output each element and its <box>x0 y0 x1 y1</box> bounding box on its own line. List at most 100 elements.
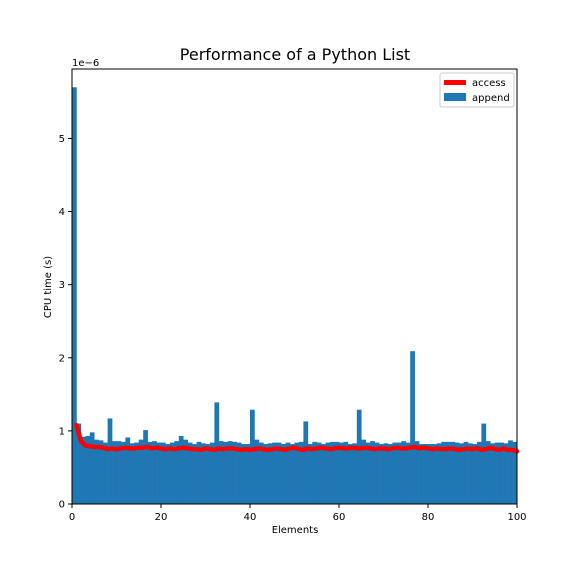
bar-append <box>303 421 309 504</box>
bar-append <box>72 87 77 504</box>
bar-append <box>361 439 366 504</box>
bar-append <box>196 441 202 504</box>
legend: access append <box>439 72 515 108</box>
bar-append <box>463 441 469 504</box>
bar-append <box>165 444 171 504</box>
bar-append <box>383 443 389 504</box>
plot-frame <box>71 68 518 505</box>
bar-append <box>267 443 273 504</box>
bar-append <box>80 436 86 504</box>
x-tick-label: 60 <box>333 512 346 523</box>
bar-append <box>258 442 264 504</box>
bar-append <box>107 418 113 504</box>
bar-append <box>339 442 344 504</box>
x-axis: 0 20 40 60 80 100 <box>69 504 527 523</box>
bar-append <box>214 402 220 504</box>
bar-append <box>134 442 140 504</box>
bar-append <box>85 436 91 504</box>
bar-append <box>298 441 304 504</box>
bar-append <box>379 444 384 504</box>
legend-append-swatch <box>444 93 466 101</box>
bar-append <box>143 430 148 504</box>
bar-append <box>481 423 487 504</box>
x-tick-label: 80 <box>422 512 435 523</box>
bar-append <box>125 437 131 504</box>
bar-append <box>152 441 157 504</box>
bar-append <box>94 439 99 504</box>
x-tick-label: 20 <box>155 512 168 523</box>
bar-append <box>218 441 224 504</box>
bar-append <box>459 443 464 504</box>
bar-append <box>494 442 500 504</box>
bar-append <box>120 441 126 504</box>
y-offset-text: 1e−6 <box>72 58 99 69</box>
bar-append <box>330 441 335 504</box>
bar-append <box>432 444 438 504</box>
bar-append <box>201 443 206 504</box>
bar-append <box>450 441 455 504</box>
bar-append <box>334 441 340 504</box>
y-tick-label: 1 <box>59 426 65 437</box>
bar-append <box>321 444 326 504</box>
bars-group <box>72 87 518 504</box>
bar-append <box>76 423 82 504</box>
bar-append <box>370 441 375 504</box>
bar-append <box>174 441 180 504</box>
y-tick-label: 4 <box>59 207 65 218</box>
bar-append <box>178 436 184 504</box>
bar-append <box>468 443 473 504</box>
bar-append <box>419 444 424 504</box>
y-tick-label: 3 <box>59 280 65 291</box>
legend-append-label: append <box>472 93 510 104</box>
bar-append <box>263 444 269 504</box>
bar-append <box>294 442 300 504</box>
x-tick-label: 0 <box>69 512 75 523</box>
y-tick-label: 0 <box>59 500 65 511</box>
bar-append <box>281 444 286 504</box>
bar-append <box>343 441 349 504</box>
bar-append <box>103 442 108 504</box>
bar-append <box>436 443 442 504</box>
bar-append <box>156 442 162 504</box>
y-axis-label: CPU time (s) <box>43 256 54 318</box>
bar-append <box>441 441 447 504</box>
bar-append <box>192 444 197 504</box>
legend-access-label: access <box>472 78 506 89</box>
bar-append <box>89 432 95 504</box>
bar-append <box>423 444 429 504</box>
y-tick-label: 2 <box>59 353 65 364</box>
bar-append <box>396 442 402 504</box>
bar-append <box>347 444 353 504</box>
x-tick-label: 40 <box>244 512 257 523</box>
bar-append <box>169 442 175 504</box>
bar-append <box>272 442 277 504</box>
bar-append <box>161 442 166 504</box>
bar-append <box>352 443 358 504</box>
bar-append <box>241 444 246 504</box>
bar-append <box>410 351 415 504</box>
bar-append <box>112 441 117 504</box>
bar-append <box>365 442 371 504</box>
bar-append <box>312 441 318 504</box>
bar-append <box>325 442 331 504</box>
y-tick-label: 5 <box>59 134 65 145</box>
bar-append <box>254 439 260 504</box>
bar-append <box>499 442 504 504</box>
bar-append <box>503 443 509 504</box>
bar-append <box>428 444 433 504</box>
bar-append <box>147 441 153 504</box>
bar-append <box>445 441 451 504</box>
bar-append <box>232 441 237 504</box>
bar-append <box>508 440 513 504</box>
line-access <box>74 422 520 454</box>
bar-append <box>512 441 518 504</box>
x-axis-label: Elements <box>272 525 319 536</box>
bar-append <box>285 442 291 504</box>
bar-append <box>227 441 233 504</box>
bar-append <box>290 444 295 504</box>
bar-append <box>187 442 193 504</box>
bar-append <box>250 409 255 504</box>
bar-append <box>374 442 380 504</box>
bar-append <box>472 444 478 504</box>
